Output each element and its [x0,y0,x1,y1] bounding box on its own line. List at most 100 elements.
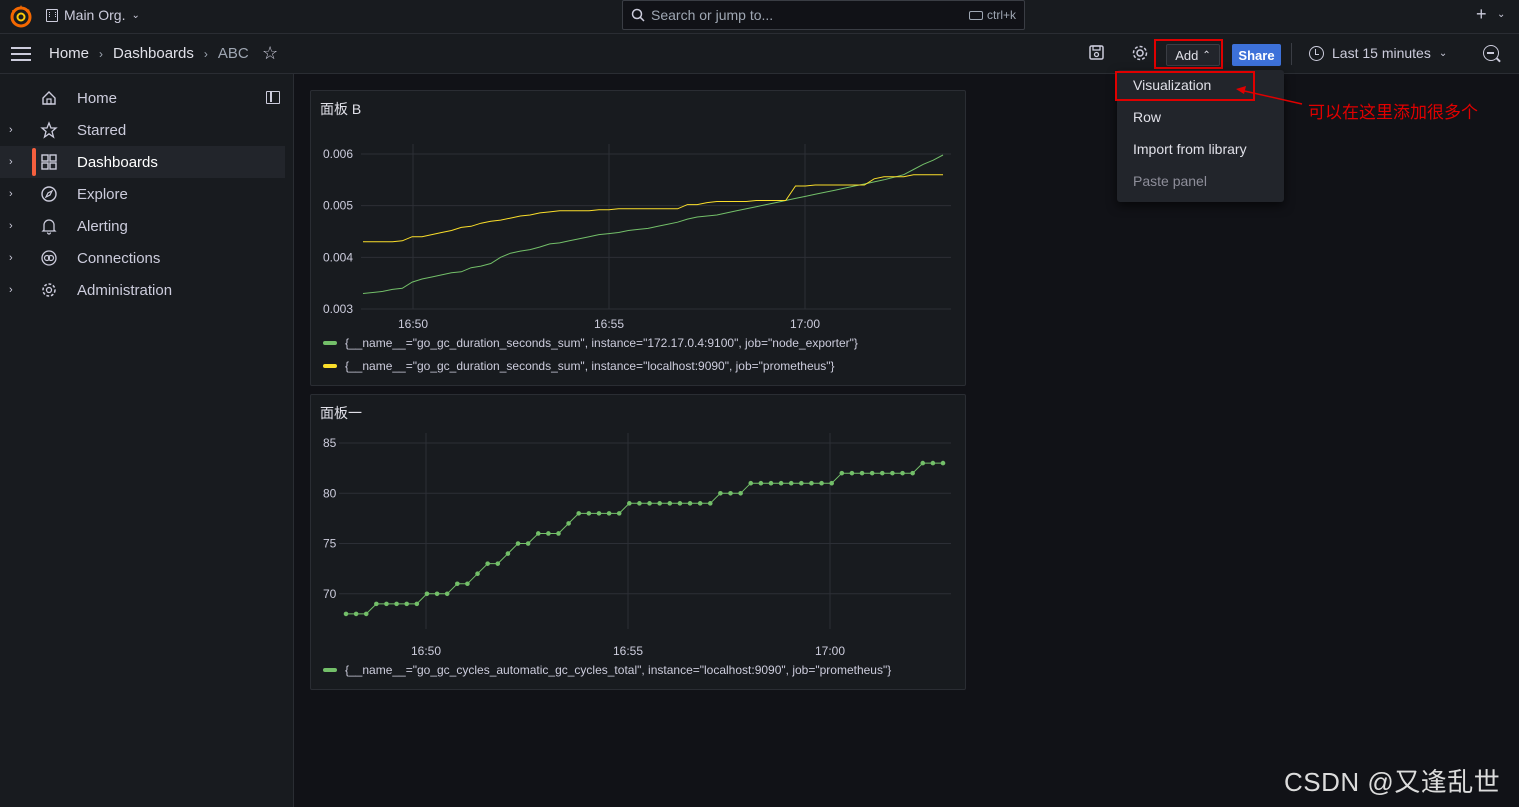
chevron-right-icon: › [99,46,104,61]
panel-b[interactable]: 面板 B 0.006 0.005 0.004 0.003 16:50 16:55 17:00… [310,90,966,386]
share-button[interactable]: Share [1232,44,1281,66]
add-dropdown-menu: Visualization Row Import from library Pa… [1117,70,1284,202]
chevron-right-icon[interactable]: › [9,252,13,264]
data-point [900,470,905,476]
chevron-right-icon[interactable]: › [9,188,13,200]
data-point [799,480,804,486]
apps-icon [41,154,57,170]
chevron-down-icon: ⌄ [1438,47,1448,59]
sidebar-item-administration[interactable]: › Administration [0,274,285,306]
y-tick-label: 0.006 [323,147,353,161]
data-point [525,541,531,546]
sidebar-item-explore[interactable]: › Explore [0,178,285,210]
data-point [455,581,460,587]
sidebar-item-alerting[interactable]: › Alerting [0,210,285,242]
time-range-picker[interactable]: Last 15 minutes ⌄ [1309,45,1447,61]
data-point [738,490,743,496]
toolbar-divider [1291,43,1292,65]
data-point [667,501,673,506]
chevron-right-icon[interactable]: › [9,124,13,136]
sidebar-item-label: Administration [77,281,173,299]
legend-item[interactable]: {__name__="go_gc_cycles_automatic_gc_cyc… [323,663,891,677]
watermark: CSDN @又逢乱世 [1284,767,1501,797]
data-point [748,480,754,486]
search-shortcut: ctrl+k [968,8,1016,22]
annotation-text: 可以在这里添加很多个 [1308,103,1478,122]
add-button[interactable]: Add ⌃ [1166,44,1220,66]
zoom-out-icon[interactable] [1483,45,1499,61]
breadcrumb: Home › Dashboards › ABC [49,45,249,62]
sidebar-item-label: Dashboards [77,153,158,171]
sidebar-item-connections[interactable]: › Connections [0,242,285,274]
search-input[interactable]: Search or jump to... ctrl+k [622,0,1025,30]
grafana-logo-icon[interactable] [9,4,33,28]
panel-one[interactable]: 面板一 85 80 75 70 16:50 16:55 17:00 {__name__="g… [310,394,966,690]
chevron-down-icon[interactable]: ⌄ [1497,9,1506,20]
y-tick-label: 75 [323,537,337,551]
data-point [788,480,794,486]
data-point [920,460,926,466]
dock-menu-icon[interactable] [266,91,280,104]
sidebar-item-label: Connections [77,249,161,267]
clock-icon [1309,45,1324,61]
y-tick-label: 0.005 [323,199,353,213]
sidebar-item-dashboards[interactable]: › Dashboards [0,146,285,178]
chevron-up-icon: ⌃ [1202,49,1211,61]
data-point [353,611,359,617]
y-tick-label: 0.004 [323,250,353,264]
shortcut-label: ctrl+k [986,8,1016,22]
sidebar-item-home[interactable]: Home [0,82,285,114]
data-point [515,541,521,546]
data-point [576,511,582,516]
data-point [535,531,541,536]
x-tick-label: 16:50 [398,317,428,331]
data-point [343,611,349,617]
y-tick-label: 0.003 [323,302,353,316]
legend-label: {__name__="go_gc_cycles_automatic_gc_cyc… [345,663,892,677]
data-point [910,470,915,476]
org-switcher[interactable]: Main Org. ⌄ [46,7,140,23]
data-point [606,511,612,516]
legend-item[interactable]: {__name__="go_gc_duration_seconds_sum", … [323,336,858,350]
data-point [829,480,834,486]
data-point [768,480,774,486]
chevron-right-icon[interactable]: › [9,220,13,232]
chevron-right-icon[interactable]: › [9,156,13,168]
link-icon [41,250,57,266]
menu-toggle-icon[interactable] [11,47,31,61]
data-point [404,601,410,607]
data-point [566,521,571,526]
sidebar-item-starred[interactable]: › Starred [0,114,285,146]
new-plus-icon[interactable]: + [1476,4,1487,24]
keyboard-icon [968,10,983,20]
compass-icon [41,186,57,202]
data-point [677,501,683,506]
data-point [778,480,784,486]
y-tick-label: 80 [323,486,337,500]
panel-b-chart: 0.006 0.005 0.004 0.003 16:50 16:55 17:00 [323,144,951,331]
data-point [556,531,561,536]
legend-label: {__name__="go_gc_duration_seconds_sum", … [345,336,858,350]
menu-item-import-library[interactable]: Import from library [1133,141,1247,157]
data-point [363,611,369,617]
menu-item-visualization[interactable]: Visualization [1133,77,1212,93]
breadcrumb-home[interactable]: Home [49,45,90,62]
cog-icon [42,283,56,297]
data-point [940,460,946,466]
legend-item[interactable]: {__name__="go_gc_duration_seconds_sum", … [323,359,835,373]
data-point [475,571,480,577]
y-tick-label: 70 [323,587,337,601]
search-placeholder: Search or jump to... [651,7,774,23]
sidebar-item-label: Alerting [77,217,128,235]
chevron-right-icon[interactable]: › [9,284,13,296]
home-icon [42,91,56,105]
favorite-star-icon[interactable]: ☆ [262,43,279,63]
data-point [758,480,764,486]
menu-item-row[interactable]: Row [1133,109,1162,125]
star-icon [40,121,58,139]
data-point [687,501,693,506]
settings-gear-icon[interactable] [1130,43,1150,63]
data-point [495,561,501,566]
save-icon[interactable] [1087,43,1107,63]
breadcrumb-dashboards[interactable]: Dashboards [113,45,194,62]
